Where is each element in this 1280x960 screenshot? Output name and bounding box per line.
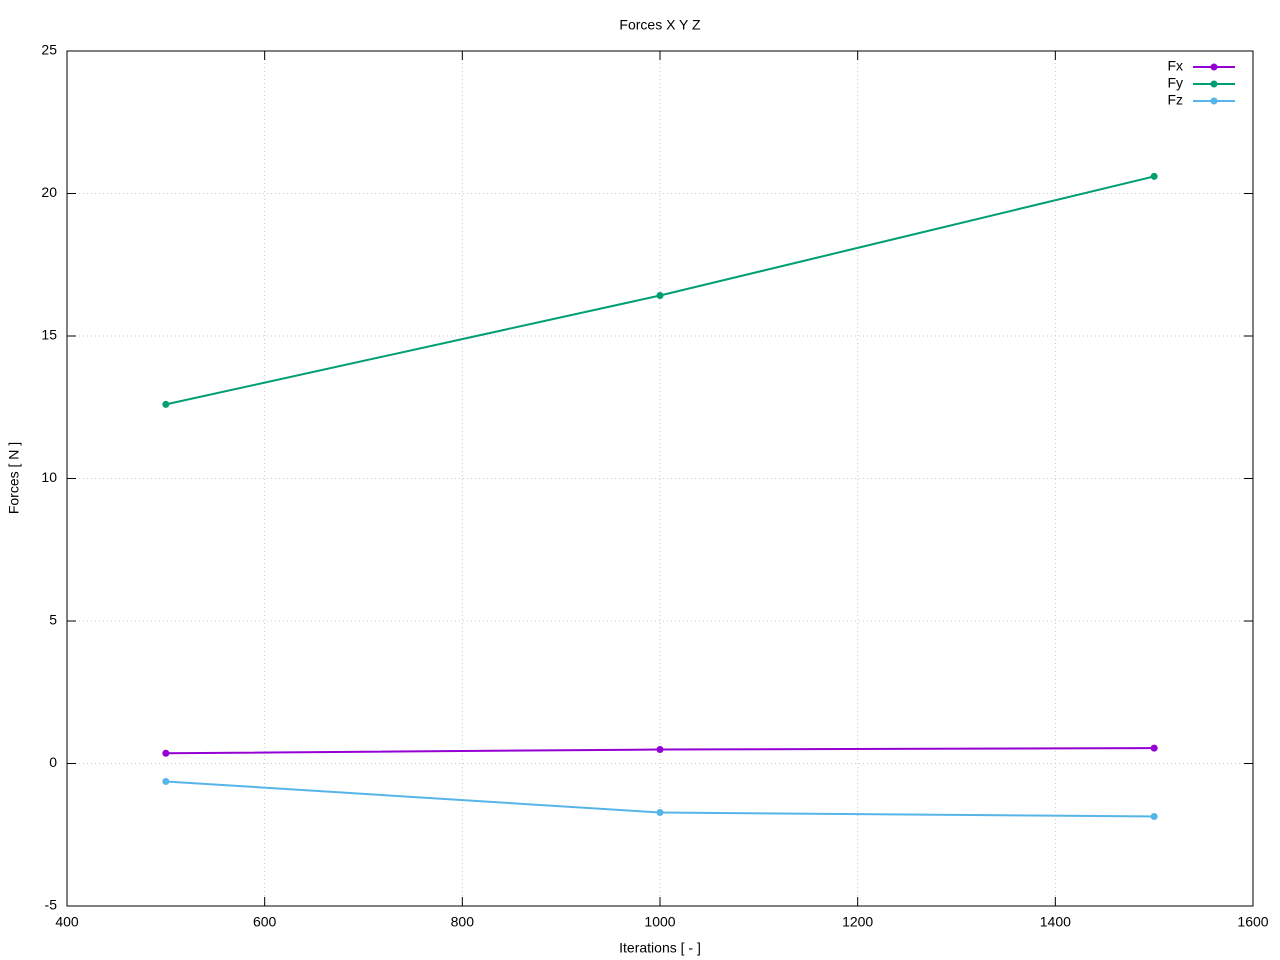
data-point [656, 809, 664, 817]
data-point [1150, 813, 1158, 821]
x-tick-label: 1200 [842, 914, 873, 930]
y-tick-label: 0 [49, 754, 57, 770]
legend-marker [1210, 80, 1218, 88]
data-point [656, 746, 664, 754]
y-tick-label: 25 [41, 42, 57, 58]
legend-label: Fy [1167, 75, 1183, 91]
data-point [162, 749, 170, 757]
y-tick-label: -5 [45, 897, 58, 913]
data-point [1150, 172, 1158, 180]
data-point [162, 777, 170, 785]
x-tick-label: 1400 [1040, 914, 1071, 930]
x-tick-label: 400 [55, 914, 79, 930]
legend-marker [1210, 63, 1218, 71]
y-tick-label: 15 [41, 327, 57, 343]
x-axis-label: Iterations [ - ] [619, 940, 701, 956]
y-tick-label: 5 [49, 612, 57, 628]
x-tick-label: 800 [451, 914, 475, 930]
chart-title: Forces X Y Z [619, 17, 701, 33]
plot-frame [66, 50, 1254, 907]
legend-label: Fz [1167, 92, 1183, 108]
x-tick-label: 1600 [1237, 914, 1268, 930]
y-tick-label: 10 [41, 469, 57, 485]
y-tick-label: 20 [41, 184, 57, 200]
legend-label: Fx [1167, 58, 1183, 74]
data-point [656, 292, 664, 300]
x-tick-label: 1000 [644, 914, 675, 930]
y-axis-label: Forces [ N ] [6, 442, 22, 514]
data-point [162, 400, 170, 408]
legend-marker [1210, 97, 1218, 105]
x-tick-label: 600 [253, 914, 277, 930]
data-point [1150, 744, 1158, 752]
